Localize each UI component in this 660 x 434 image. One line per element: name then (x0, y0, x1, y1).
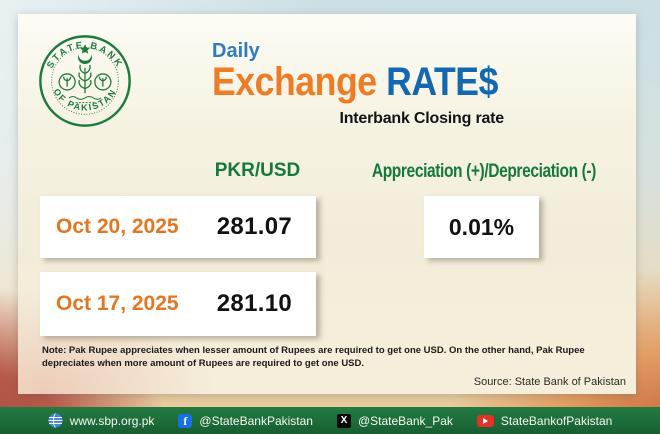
footer-link-label: www.sbp.org.pk (69, 413, 155, 428)
rate-date: Oct 20, 2025 (56, 215, 179, 238)
note-text: Note: Pak Rupee appreciates when lesser … (42, 345, 630, 370)
footer-link-label: @StateBank_Pak (357, 413, 453, 428)
facebook-icon: f (178, 413, 193, 428)
change-value-box: 0.01% (424, 196, 539, 258)
column-header-pkr-usd: PKR/USD (214, 160, 301, 181)
sbp-logo: STATE BANK OF PAKISTAN (39, 35, 131, 127)
x-icon: X (336, 413, 351, 428)
footer-social-bar: www.sbp.org.pk f @StateBankPakistan X @S… (0, 407, 660, 434)
title-daily: Daily (212, 40, 260, 62)
footer-link-facebook[interactable]: f @StateBankPakistan (178, 413, 313, 428)
footer-link-website[interactable]: www.sbp.org.pk (48, 413, 155, 428)
note-line-2: depreciates when more amount of Rupees a… (42, 357, 365, 369)
rate-date: Oct 17, 2025 (56, 292, 179, 315)
rate-row-oct-17: Oct 17, 2025 281.10 (40, 272, 316, 336)
crops-emblem-icon (58, 64, 112, 104)
note-line-1: Note: Pak Rupee appreciates when lesser … (42, 345, 585, 356)
footer-link-x[interactable]: X @StateBank_Pak (336, 413, 453, 428)
footer-link-youtube[interactable]: StateBankofPakistan (476, 413, 613, 428)
content-card: STATE BANK OF PAKISTAN (18, 14, 636, 394)
title-exchange: Exchange (212, 60, 377, 104)
rate-value: 281.07 (216, 213, 292, 240)
footer-link-label: StateBankofPakistan (500, 413, 613, 428)
youtube-icon (476, 414, 494, 427)
rate-value: 281.10 (216, 290, 292, 317)
crescent-star-icon (77, 44, 93, 65)
title-rates: RATE$ (386, 60, 498, 104)
globe-icon (48, 413, 63, 428)
page-title: Exchange RATE$ (212, 60, 498, 104)
column-header-appreciation-depreciation: Appreciation (+)/Depreciation (-) (371, 161, 597, 182)
title-block: Daily Exchange RATE$ Interbank Closing r… (212, 40, 504, 128)
source-attribution: Source: State Bank of Pakistan (473, 376, 626, 388)
footer-link-label: @StateBankPakistan (199, 413, 313, 428)
rate-row-oct-20: Oct 20, 2025 281.07 (40, 196, 316, 258)
title-subtitle: Interbank Closing rate (339, 110, 504, 127)
